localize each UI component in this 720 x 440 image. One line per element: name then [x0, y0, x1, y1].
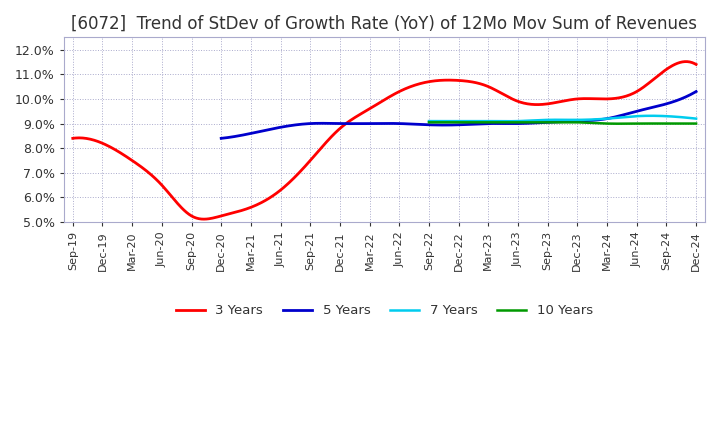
7 Years [425, 118, 433, 124]
5 Years [217, 136, 225, 141]
3 Years [441, 77, 449, 83]
Legend: 3 Years, 5 Years, 7 Years, 10 Years: 3 Years, 5 Years, 7 Years, 10 Years [171, 299, 598, 323]
5 Years [442, 122, 451, 128]
Line: 3 Years: 3 Years [73, 62, 696, 219]
Line: 5 Years: 5 Years [221, 92, 696, 138]
10 Years [570, 120, 578, 125]
5 Years [692, 89, 701, 94]
3 Years [580, 96, 589, 101]
10 Years [552, 120, 560, 125]
7 Years [570, 117, 578, 122]
10 Years [425, 120, 433, 125]
7 Years [584, 117, 593, 122]
3 Years [369, 103, 378, 109]
Line: 10 Years: 10 Years [429, 122, 696, 124]
10 Years [692, 121, 701, 126]
10 Years [644, 121, 653, 126]
7 Years [554, 117, 562, 122]
3 Years [678, 59, 687, 65]
3 Years [68, 136, 77, 141]
7 Years [686, 115, 695, 121]
3 Years [199, 216, 208, 222]
10 Years [553, 120, 562, 125]
3 Years [682, 59, 690, 64]
10 Years [686, 121, 695, 126]
5 Years [680, 95, 689, 100]
7 Years [552, 117, 561, 122]
7 Years [503, 119, 511, 124]
5 Years [500, 121, 508, 126]
10 Years [614, 121, 623, 126]
3 Years [407, 84, 415, 89]
5 Years [445, 122, 454, 128]
Title: [6072]  Trend of StDev of Growth Rate (YoY) of 12Mo Mov Sum of Revenues: [6072] Trend of StDev of Growth Rate (Yo… [71, 15, 698, 33]
Line: 7 Years: 7 Years [429, 116, 696, 121]
5 Years [606, 115, 615, 121]
7 Years [644, 113, 653, 118]
10 Years [584, 120, 593, 125]
3 Years [366, 106, 374, 111]
7 Years [692, 116, 701, 121]
10 Years [562, 120, 570, 125]
3 Years [692, 62, 701, 67]
7 Years [647, 113, 655, 118]
5 Years [474, 121, 482, 127]
